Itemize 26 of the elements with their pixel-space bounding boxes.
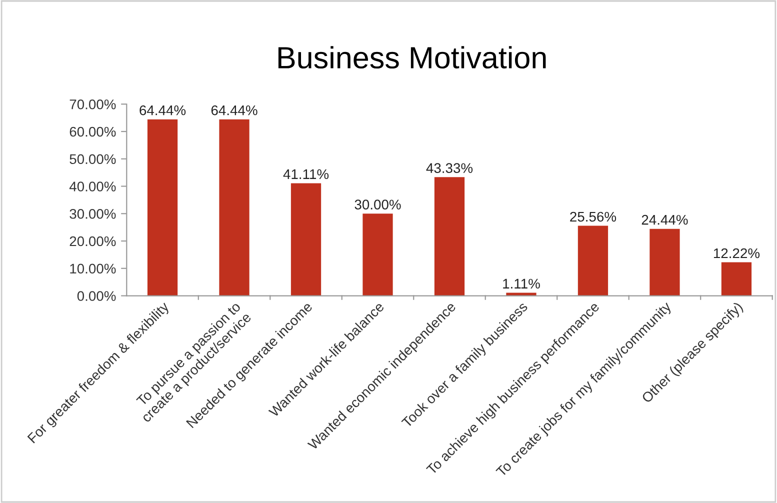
- bar: [434, 177, 465, 296]
- y-tick-label: 30.00%: [70, 208, 116, 219]
- data-label: 41.11%: [283, 169, 329, 180]
- bar: [362, 214, 393, 296]
- data-label: 25.56%: [570, 212, 616, 222]
- y-tick-label: 70.00%: [70, 99, 116, 110]
- chart-title: Business Motivation: [278, 46, 546, 69]
- data-label: 30.00%: [354, 200, 401, 210]
- data-label: 43.33%: [426, 163, 473, 174]
- bar: [578, 226, 608, 296]
- data-label: 1.11%: [503, 278, 540, 289]
- bar: [147, 119, 178, 296]
- bar: [650, 228, 680, 296]
- bar: [290, 183, 322, 296]
- y-tick-label: 20.00%: [70, 236, 116, 246]
- data-label: 64.44%: [140, 105, 186, 116]
- y-tick-label: 60.00%: [70, 126, 116, 137]
- y-tick-label: 50.00%: [70, 154, 116, 164]
- data-label: 24.44%: [642, 214, 688, 225]
- y-tick-label: 0.00%: [77, 291, 116, 301]
- y-tick-label: 10.00%: [70, 264, 116, 274]
- data-label: 64.44%: [211, 105, 258, 116]
- data-label: 12.22%: [714, 248, 760, 258]
- y-tick-label: 40.00%: [69, 182, 116, 192]
- bar: [219, 119, 250, 296]
- bar: [721, 262, 752, 296]
